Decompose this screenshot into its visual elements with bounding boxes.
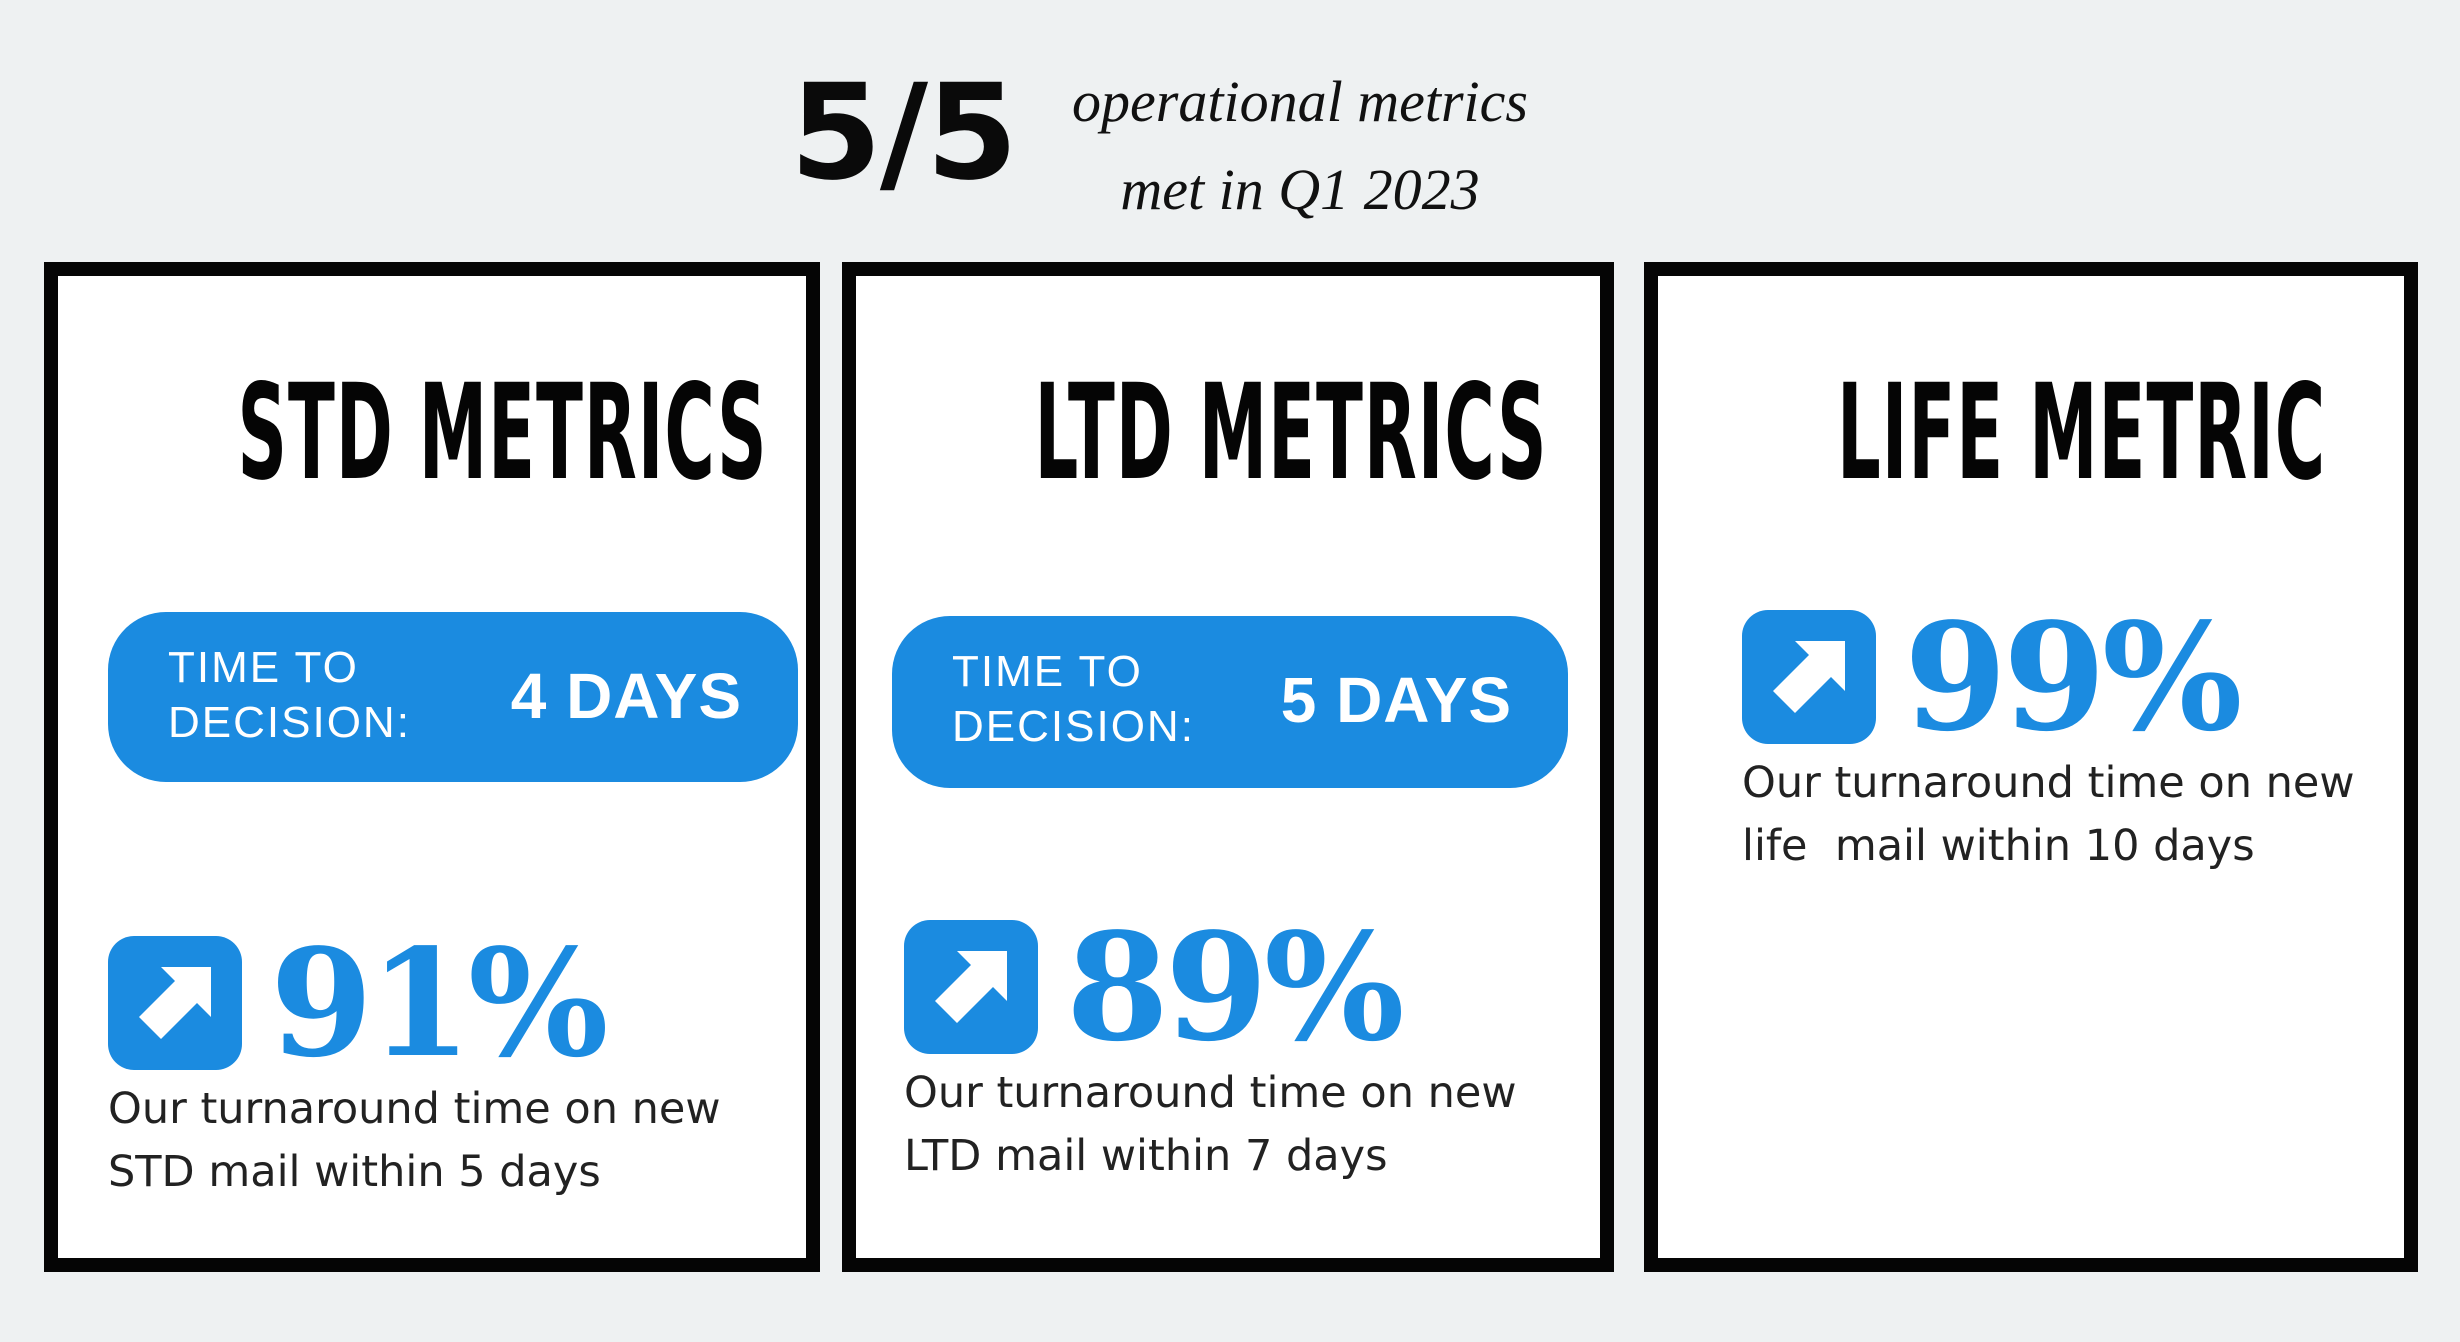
time-to-decision-pill: TIME TO DECISION: 4 DAYS xyxy=(108,612,798,782)
arrow-up-right-icon xyxy=(904,920,1038,1054)
card-title: LIFE METRIC xyxy=(1837,356,2327,510)
turnaround-percentage: 89% xyxy=(1066,900,1405,1074)
life-metric-card: LIFE METRIC 99% Our turnaround time on n… xyxy=(1644,262,2418,1272)
metrics-met-score: 5/5 xyxy=(790,56,1018,210)
card-title: LTD METRICS xyxy=(1034,356,1548,510)
time-to-decision-label: TIME TO DECISION: xyxy=(952,647,1195,751)
turnaround-description: Our turnaround time on new STD mail with… xyxy=(108,1084,721,1197)
header: 5/5 operational metrics met in Q1 2023 xyxy=(0,0,2460,250)
turnaround-description: Our turnaround time on new life mail wit… xyxy=(1742,758,2355,871)
caption-line-1: operational metrics xyxy=(1072,69,1528,134)
turnaround-stat: 89% xyxy=(904,900,1405,1074)
time-to-decision-label: TIME TO DECISION: xyxy=(168,643,411,747)
ltd-metrics-card: LTD METRICS TIME TO DECISION: 5 DAYS 89%… xyxy=(842,262,1614,1272)
time-to-decision-value: 5 DAYS xyxy=(1280,664,1512,736)
turnaround-stat: 99% xyxy=(1742,590,2243,764)
std-metrics-card: STD METRICS TIME TO DECISION: 4 DAYS 91%… xyxy=(44,262,820,1272)
turnaround-stat: 91% xyxy=(108,916,609,1090)
arrow-up-right-icon xyxy=(108,936,242,1070)
turnaround-description: Our turnaround time on new LTD mail with… xyxy=(904,1068,1517,1181)
turnaround-percentage: 99% xyxy=(1904,590,2243,764)
time-to-decision-pill: TIME TO DECISION: 5 DAYS xyxy=(892,616,1568,788)
time-to-decision-value: 4 DAYS xyxy=(510,660,742,732)
arrow-up-right-icon xyxy=(1742,610,1876,744)
metrics-met-caption: operational metrics met in Q1 2023 xyxy=(1040,58,1560,234)
turnaround-percentage: 91% xyxy=(270,916,609,1090)
caption-line-2: met in Q1 2023 xyxy=(1120,157,1480,222)
card-title: STD METRICS xyxy=(237,356,768,510)
